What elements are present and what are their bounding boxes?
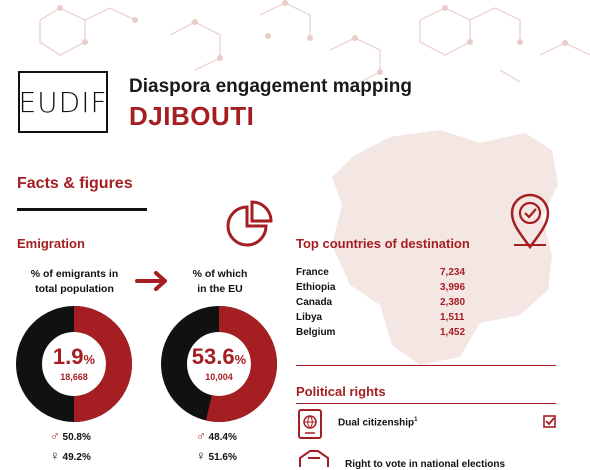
emigrant-count: 18,668	[60, 372, 88, 382]
destination-value: 2,380	[440, 297, 466, 308]
passport-icon	[298, 409, 322, 439]
destination-value: 3,996	[440, 282, 466, 293]
donut-chart-total	[16, 306, 132, 422]
destination-row: France 7,234	[296, 267, 466, 278]
percent-value: 53.6%	[161, 345, 277, 372]
destination-value: 7,234	[440, 267, 466, 278]
divider	[296, 403, 556, 404]
donut-chart-eu	[161, 306, 277, 422]
destination-value: 1,452	[440, 327, 466, 338]
label-line: in the EU	[197, 283, 243, 295]
location-pin-icon	[510, 193, 550, 250]
destination-value: 1,511	[440, 312, 465, 323]
checkbox-checked-icon	[543, 415, 556, 428]
destination-country: Libya	[296, 312, 323, 323]
female-row: ♀ 51.6%	[196, 447, 237, 467]
destination-country: Belgium	[296, 327, 336, 338]
percent-sign: %	[234, 352, 247, 367]
network-decoration	[39, 0, 590, 86]
divider	[296, 365, 556, 366]
political-rights-heading: Political rights	[296, 384, 386, 399]
donut-arc	[206, 306, 277, 422]
label-line: total population	[35, 283, 114, 295]
destination-row: Canada 2,380	[296, 297, 466, 308]
emigrants-total-label: % of emigrants in total population	[12, 267, 137, 297]
destination-row: Belgium 1,452	[296, 327, 466, 338]
page-title: DJIBOUTI	[129, 101, 255, 131]
donut-arc	[73, 306, 132, 422]
destination-country: Canada	[296, 297, 333, 308]
donut-eu-center: 53.6% 10,004	[161, 345, 277, 383]
facts-underline	[17, 208, 147, 211]
female-share: 49.2%	[62, 452, 91, 463]
page-subtitle: Diaspora engagement mapping	[129, 76, 412, 97]
destinations-heading: Top countries of destination	[296, 236, 470, 251]
gender-total: ♂ 50.8% ♀ 49.2%	[50, 427, 91, 467]
destination-row: Ethiopia 3,996	[296, 282, 466, 293]
donut-total-center: 1.9% 18,668	[16, 345, 132, 383]
voting-rights-label: Right to vote in national elections	[345, 459, 506, 470]
male-share: 48.4%	[208, 432, 237, 443]
destination-country: Ethiopia	[296, 282, 336, 293]
emigrant-count: 10,004	[205, 372, 233, 382]
male-row: ♂ 48.4%	[196, 427, 237, 447]
percent-value: 1.9%	[16, 345, 132, 372]
female-icon: ♀	[196, 448, 206, 463]
ballot-box-icon	[299, 450, 329, 467]
dual-citizenship-text: Dual citizenship	[338, 417, 415, 429]
facts-heading: Facts & figures	[17, 175, 133, 192]
arrow-right-icon	[135, 271, 167, 291]
label-line: % of emigrants in	[30, 268, 119, 280]
eudif-logo: EUDIF	[18, 71, 108, 133]
male-icon: ♂	[50, 428, 60, 443]
percent-sign: %	[83, 352, 96, 367]
destination-country: France	[296, 267, 329, 278]
gender-eu: ♂ 48.4% ♀ 51.6%	[196, 427, 237, 467]
label-line: % of which	[192, 268, 248, 280]
country-map-silhouette	[332, 130, 558, 365]
emigrants-eu-label: % of which in the EU	[160, 267, 280, 297]
male-share: 50.8%	[62, 432, 91, 443]
percent-number: 1.9	[52, 344, 84, 369]
percent-number: 53.6	[191, 344, 235, 369]
emigration-heading: Emigration	[17, 236, 85, 251]
male-icon: ♂	[196, 428, 206, 443]
female-share: 51.6%	[208, 452, 237, 463]
footnote-mark: 1	[414, 417, 418, 423]
female-icon: ♀	[50, 448, 60, 463]
dual-citizenship-label: Dual citizenship1	[338, 417, 417, 428]
pie-chart-icon	[226, 200, 273, 247]
male-row: ♂ 50.8%	[50, 427, 91, 447]
female-row: ♀ 49.2%	[50, 447, 91, 467]
destination-row: Libya 1,511	[296, 312, 466, 323]
